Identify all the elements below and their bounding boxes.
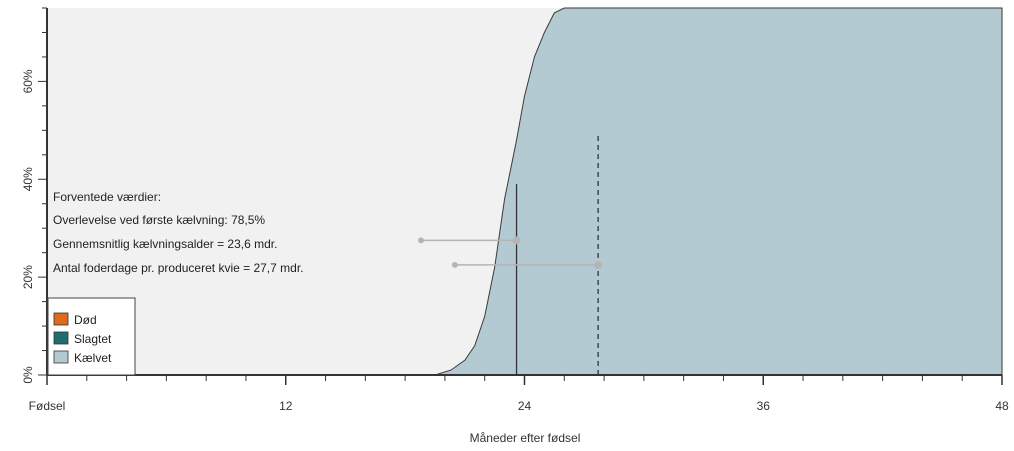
connector-start-dot-1 (418, 237, 425, 244)
y-tick-label-40: 40% (21, 167, 35, 191)
x-tick-label-12: 12 (279, 399, 293, 413)
x-tick-label-36: 36 (757, 399, 771, 413)
legend-swatch-2 (53, 331, 69, 345)
annotation-line-calving-age: Gennemsnitlig kælvningsalder = 23,6 mdr. (53, 237, 277, 251)
legend: Død Slagtet Kælvet (47, 297, 136, 376)
x-tick-label-0: Fødsel (29, 399, 66, 413)
annotation-line-survival: Overlevelse ved første kælvning: 78,5% (53, 213, 265, 227)
y-tick-label-20: 20% (21, 265, 35, 289)
legend-label-1: Død (74, 313, 97, 327)
connector-end-dot-1 (512, 236, 521, 245)
y-tick-label-60: 60% (21, 69, 35, 93)
x-tick-label-24: 24 (518, 399, 532, 413)
y-tick-label-0: 0% (21, 366, 35, 384)
legend-swatch-3 (53, 350, 69, 364)
annotation-line-feeding-days: Antal foderdage pr. produceret kvie = 27… (53, 261, 304, 275)
legend-swatch-1 (53, 312, 69, 326)
x-tick-label-48: 48 (995, 399, 1009, 413)
legend-label-2: Slagtet (74, 332, 112, 346)
series-area-kaelvet (434, 7, 1003, 376)
connector-end-dot-2 (594, 260, 603, 269)
connector-start-dot-2 (451, 261, 458, 268)
annotation-block: Forventede værdier: Overlevelse ved førs… (53, 190, 304, 275)
legend-label-3: Kælvet (74, 351, 112, 365)
x-axis-title: Måneder efter fødsel (470, 431, 581, 445)
annotation-title: Forventede værdier: (53, 190, 161, 204)
